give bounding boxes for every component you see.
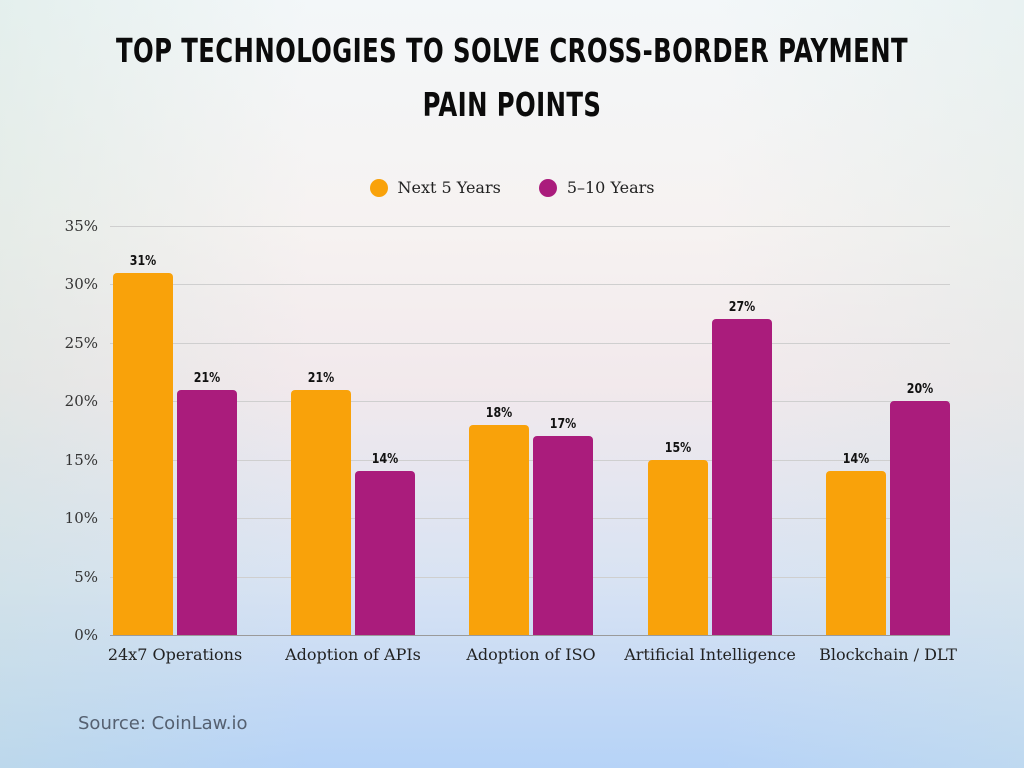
legend-swatch-icon [538,178,557,197]
chart-title-line-1: Top Technologies to Solve Cross-Border P… [115,31,909,70]
bar-value-label: 17% [549,417,577,433]
gridline [110,284,950,286]
gridline [110,459,950,461]
x-category-label: Blockchain / DLT [819,645,957,664]
y-tick-label: 0% [74,626,98,644]
chart-title-line-2: Pain Points [422,85,602,124]
bar-next-5-years[interactable] [113,272,173,635]
chart-title: Top Technologies to Solve Cross-Border P… [92,24,932,132]
x-category-label: Adoption of APIs [285,645,421,664]
y-tick-label: 25% [64,333,98,352]
bar-value-label: 20% [906,382,934,398]
bar-5-10-years[interactable] [712,319,772,635]
bar-5-10-years[interactable] [355,471,415,635]
bar-5-10-years[interactable] [177,389,237,635]
x-category-label: 24x7 Operations [107,645,243,664]
gridline [110,518,950,520]
bar-value-label: 21% [193,370,221,386]
y-tick-label: 20% [64,392,98,411]
legend-item-next-5-years[interactable]: Next 5 Years [369,178,501,197]
legend-swatch-icon [369,178,388,197]
bar-value-label: 18% [485,405,513,421]
y-tick-label: 35% [64,217,98,235]
y-tick-label: 5% [74,567,98,586]
legend-item-5-10-years[interactable]: 5–10 Years [538,178,655,197]
gridline [110,226,950,227]
legend-label: 5–10 Years [566,178,655,197]
bar-5-10-years[interactable] [890,401,950,635]
y-tick-label: 10% [64,509,98,528]
legend-label: Next 5 Years [397,178,501,197]
bar-value-label: 14% [842,452,870,468]
bar-next-5-years[interactable] [826,471,886,635]
source-note: Source: CoinLaw.io [78,713,248,734]
bar-value-label: 27% [728,300,756,316]
x-category-label: Adoption of ISO [466,645,596,664]
bar-next-5-years[interactable] [469,424,529,635]
bar-value-label: 31% [129,253,157,269]
legend: Next 5 Years 5–10 Years [0,178,1024,197]
bar-value-label: 14% [371,452,399,468]
bar-next-5-years[interactable] [291,389,351,635]
y-tick-label: 30% [64,275,98,294]
y-tick-label: 15% [64,450,98,469]
bar-next-5-years[interactable] [648,459,708,635]
gridline [110,342,950,344]
bar-value-label: 15% [664,440,692,456]
gridline [110,401,950,403]
x-axis-baseline [110,635,950,636]
x-category-label: Artificial Intelligence [624,645,796,664]
bar-value-label: 21% [307,370,335,386]
gridline [110,576,950,578]
bar-5-10-years[interactable] [533,436,593,635]
